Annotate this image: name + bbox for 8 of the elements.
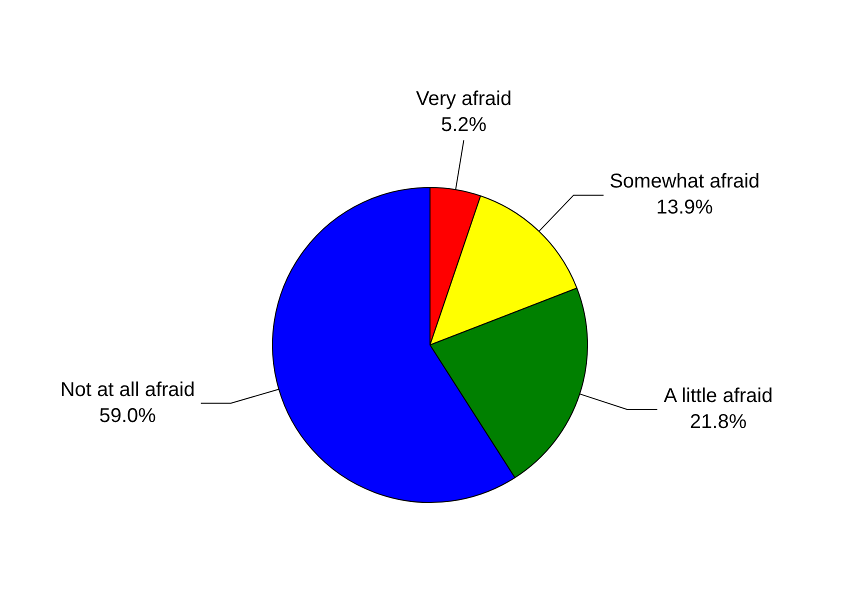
slice-label: A little afraid bbox=[664, 385, 773, 408]
slice-label: Somewhat afraid bbox=[610, 170, 760, 193]
data-label: 5.2% bbox=[440, 114, 487, 136]
data-label: 21.8% bbox=[690, 411, 747, 434]
slice-label: Not at all afraid bbox=[60, 378, 195, 401]
data-label: 13.9% bbox=[656, 196, 714, 219]
slice-label: Very afraid bbox=[416, 88, 512, 110]
data-label: 59.0% bbox=[99, 404, 156, 427]
